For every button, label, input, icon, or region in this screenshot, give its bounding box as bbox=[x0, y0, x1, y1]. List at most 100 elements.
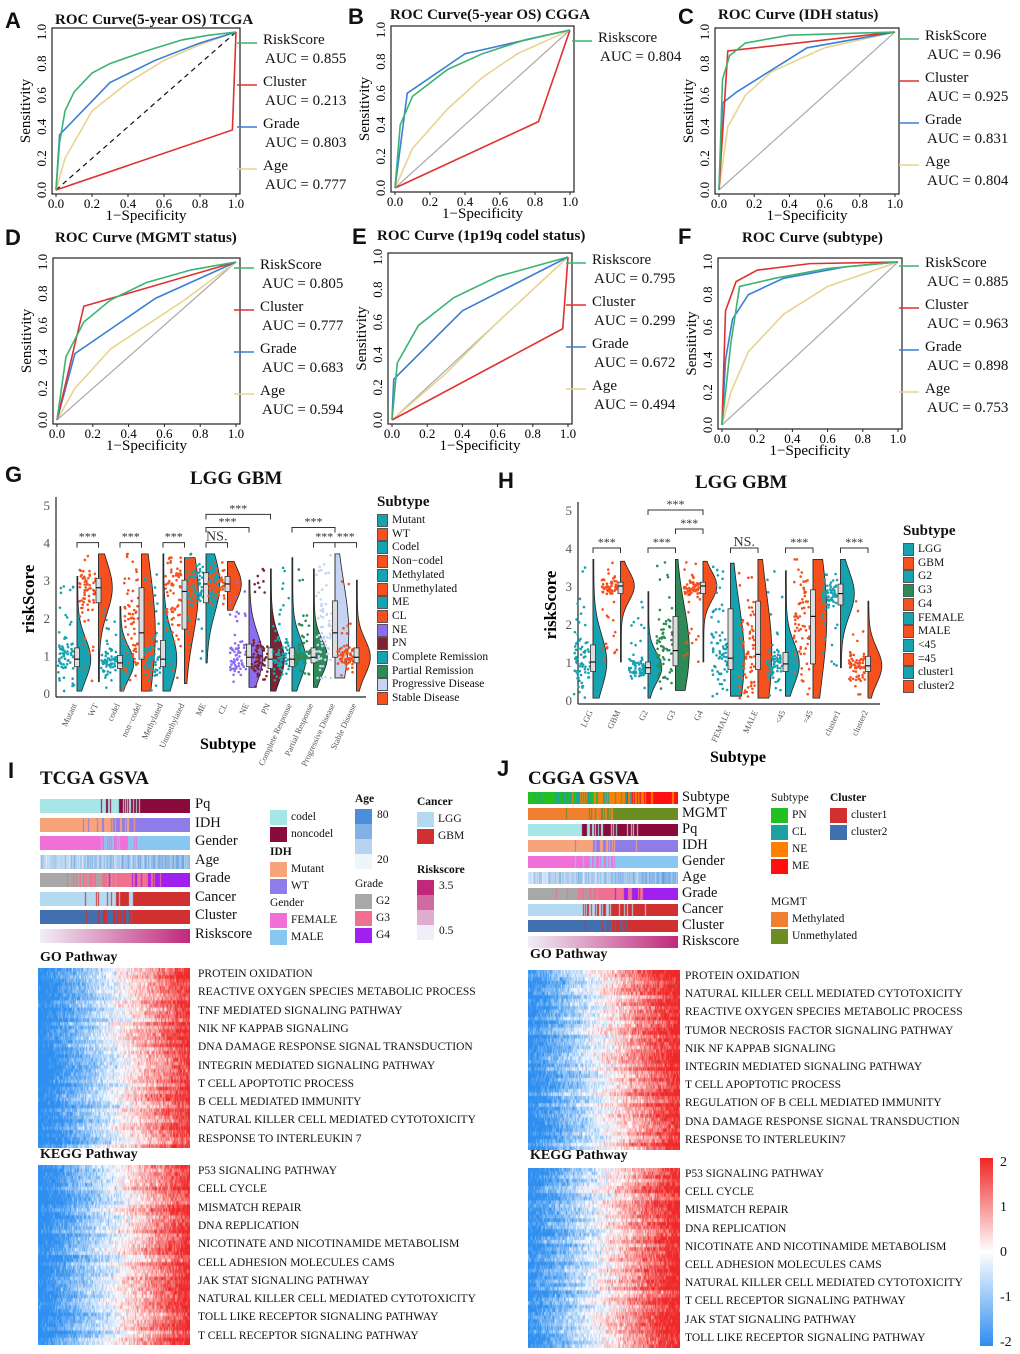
data-point bbox=[633, 669, 636, 673]
data-point bbox=[62, 663, 65, 666]
y-tick-label: 0.8 bbox=[370, 281, 385, 297]
data-point bbox=[170, 556, 173, 559]
data-point bbox=[751, 687, 754, 691]
legend-swatch bbox=[903, 543, 914, 556]
data-point bbox=[83, 597, 86, 601]
data-point bbox=[258, 640, 262, 644]
x-tick-label: cluster1 bbox=[822, 709, 842, 738]
data-point bbox=[721, 645, 725, 648]
pathway-label: CELL ADHESION MOLECULES CAMS bbox=[198, 1256, 395, 1269]
data-point bbox=[802, 580, 805, 583]
legend-swatch bbox=[903, 556, 914, 570]
annotation-label: Cancer bbox=[682, 901, 724, 917]
data-point bbox=[81, 603, 84, 606]
x-tick-label: =45 bbox=[800, 709, 815, 725]
annotation-label: Grade bbox=[682, 885, 718, 901]
data-point bbox=[171, 631, 174, 634]
data-point bbox=[576, 633, 579, 636]
data-point bbox=[683, 568, 686, 571]
data-point bbox=[143, 576, 147, 580]
data-point bbox=[831, 587, 835, 591]
data-point bbox=[664, 619, 668, 623]
data-point bbox=[801, 624, 805, 628]
gradient-step bbox=[355, 824, 372, 839]
legend-swatch bbox=[377, 609, 388, 623]
data-point bbox=[66, 643, 69, 646]
data-point bbox=[300, 644, 303, 647]
data-point bbox=[632, 620, 636, 624]
data-point bbox=[136, 661, 140, 665]
data-point bbox=[250, 662, 254, 666]
data-point bbox=[188, 597, 192, 601]
annotation-label: Age bbox=[195, 851, 220, 868]
data-point bbox=[200, 585, 204, 589]
data-point bbox=[776, 653, 780, 657]
data-point bbox=[852, 669, 855, 673]
box bbox=[95, 577, 102, 604]
data-point bbox=[768, 672, 772, 676]
data-point bbox=[201, 565, 205, 569]
y-tick-label: 0.6 bbox=[700, 319, 715, 336]
legend-label: RiskScore bbox=[925, 255, 987, 271]
data-point bbox=[92, 598, 95, 602]
data-point bbox=[293, 663, 297, 667]
auc-label: AUC = 0.805 bbox=[262, 276, 344, 292]
data-point bbox=[210, 580, 214, 583]
data-point bbox=[176, 676, 179, 680]
data-point bbox=[237, 651, 241, 655]
legend-label: =45 bbox=[918, 652, 936, 665]
data-point bbox=[71, 667, 75, 670]
data-point bbox=[578, 679, 581, 683]
x-axis-label: 1−Specificity bbox=[770, 443, 851, 459]
x-tick-label: G4 bbox=[691, 708, 705, 722]
data-point bbox=[852, 663, 856, 667]
data-point bbox=[214, 596, 218, 600]
data-point bbox=[721, 570, 725, 573]
data-point bbox=[804, 647, 808, 650]
legend-label: cluster2 bbox=[851, 826, 888, 839]
data-point bbox=[177, 575, 181, 579]
data-point bbox=[746, 695, 750, 698]
data-point bbox=[106, 670, 110, 673]
violin-shape bbox=[840, 559, 855, 669]
data-point bbox=[808, 687, 811, 690]
data-point bbox=[234, 595, 237, 598]
data-point bbox=[613, 589, 616, 593]
x-tick-label: LGG bbox=[578, 709, 594, 729]
data-point bbox=[800, 571, 804, 574]
data-point bbox=[715, 692, 719, 696]
legend-label: Age bbox=[260, 383, 285, 399]
legend-item: Stable Disease bbox=[377, 692, 459, 706]
data-point bbox=[801, 597, 804, 601]
legend-label: Age bbox=[592, 378, 617, 394]
data-point bbox=[254, 685, 257, 688]
data-point bbox=[661, 631, 665, 635]
data-point bbox=[252, 655, 255, 659]
data-point bbox=[239, 640, 242, 644]
x-tick-label: codel bbox=[105, 701, 122, 722]
pathway-label: TOLL LIKE RECEPTOR SIGNALING PATHWAY bbox=[198, 1311, 439, 1324]
y-axis-label: Sensitivity bbox=[681, 78, 697, 143]
data-point bbox=[60, 645, 64, 648]
y-tick-label: 0.8 bbox=[700, 286, 715, 302]
gradient-step bbox=[355, 854, 372, 869]
gradient-step bbox=[417, 910, 434, 925]
significance-label: *** bbox=[305, 515, 323, 529]
data-point bbox=[803, 594, 807, 598]
violin-shape bbox=[270, 568, 285, 692]
data-point bbox=[325, 652, 329, 656]
data-point bbox=[82, 642, 85, 646]
y-tick-label: 2 bbox=[566, 617, 573, 632]
violin-shape bbox=[313, 568, 328, 688]
x-tick-label: FEMALE bbox=[709, 709, 732, 744]
kegg-section-title: KEGG Pathway bbox=[40, 1147, 138, 1162]
data-point bbox=[319, 568, 323, 572]
legend-label: G4 bbox=[376, 929, 391, 942]
data-point bbox=[857, 674, 861, 677]
data-point bbox=[221, 561, 224, 564]
legend-item: FEMALE bbox=[903, 611, 964, 625]
data-point bbox=[634, 664, 637, 668]
data-point bbox=[154, 684, 158, 688]
significance-bracket bbox=[205, 513, 271, 520]
data-point bbox=[576, 676, 579, 680]
